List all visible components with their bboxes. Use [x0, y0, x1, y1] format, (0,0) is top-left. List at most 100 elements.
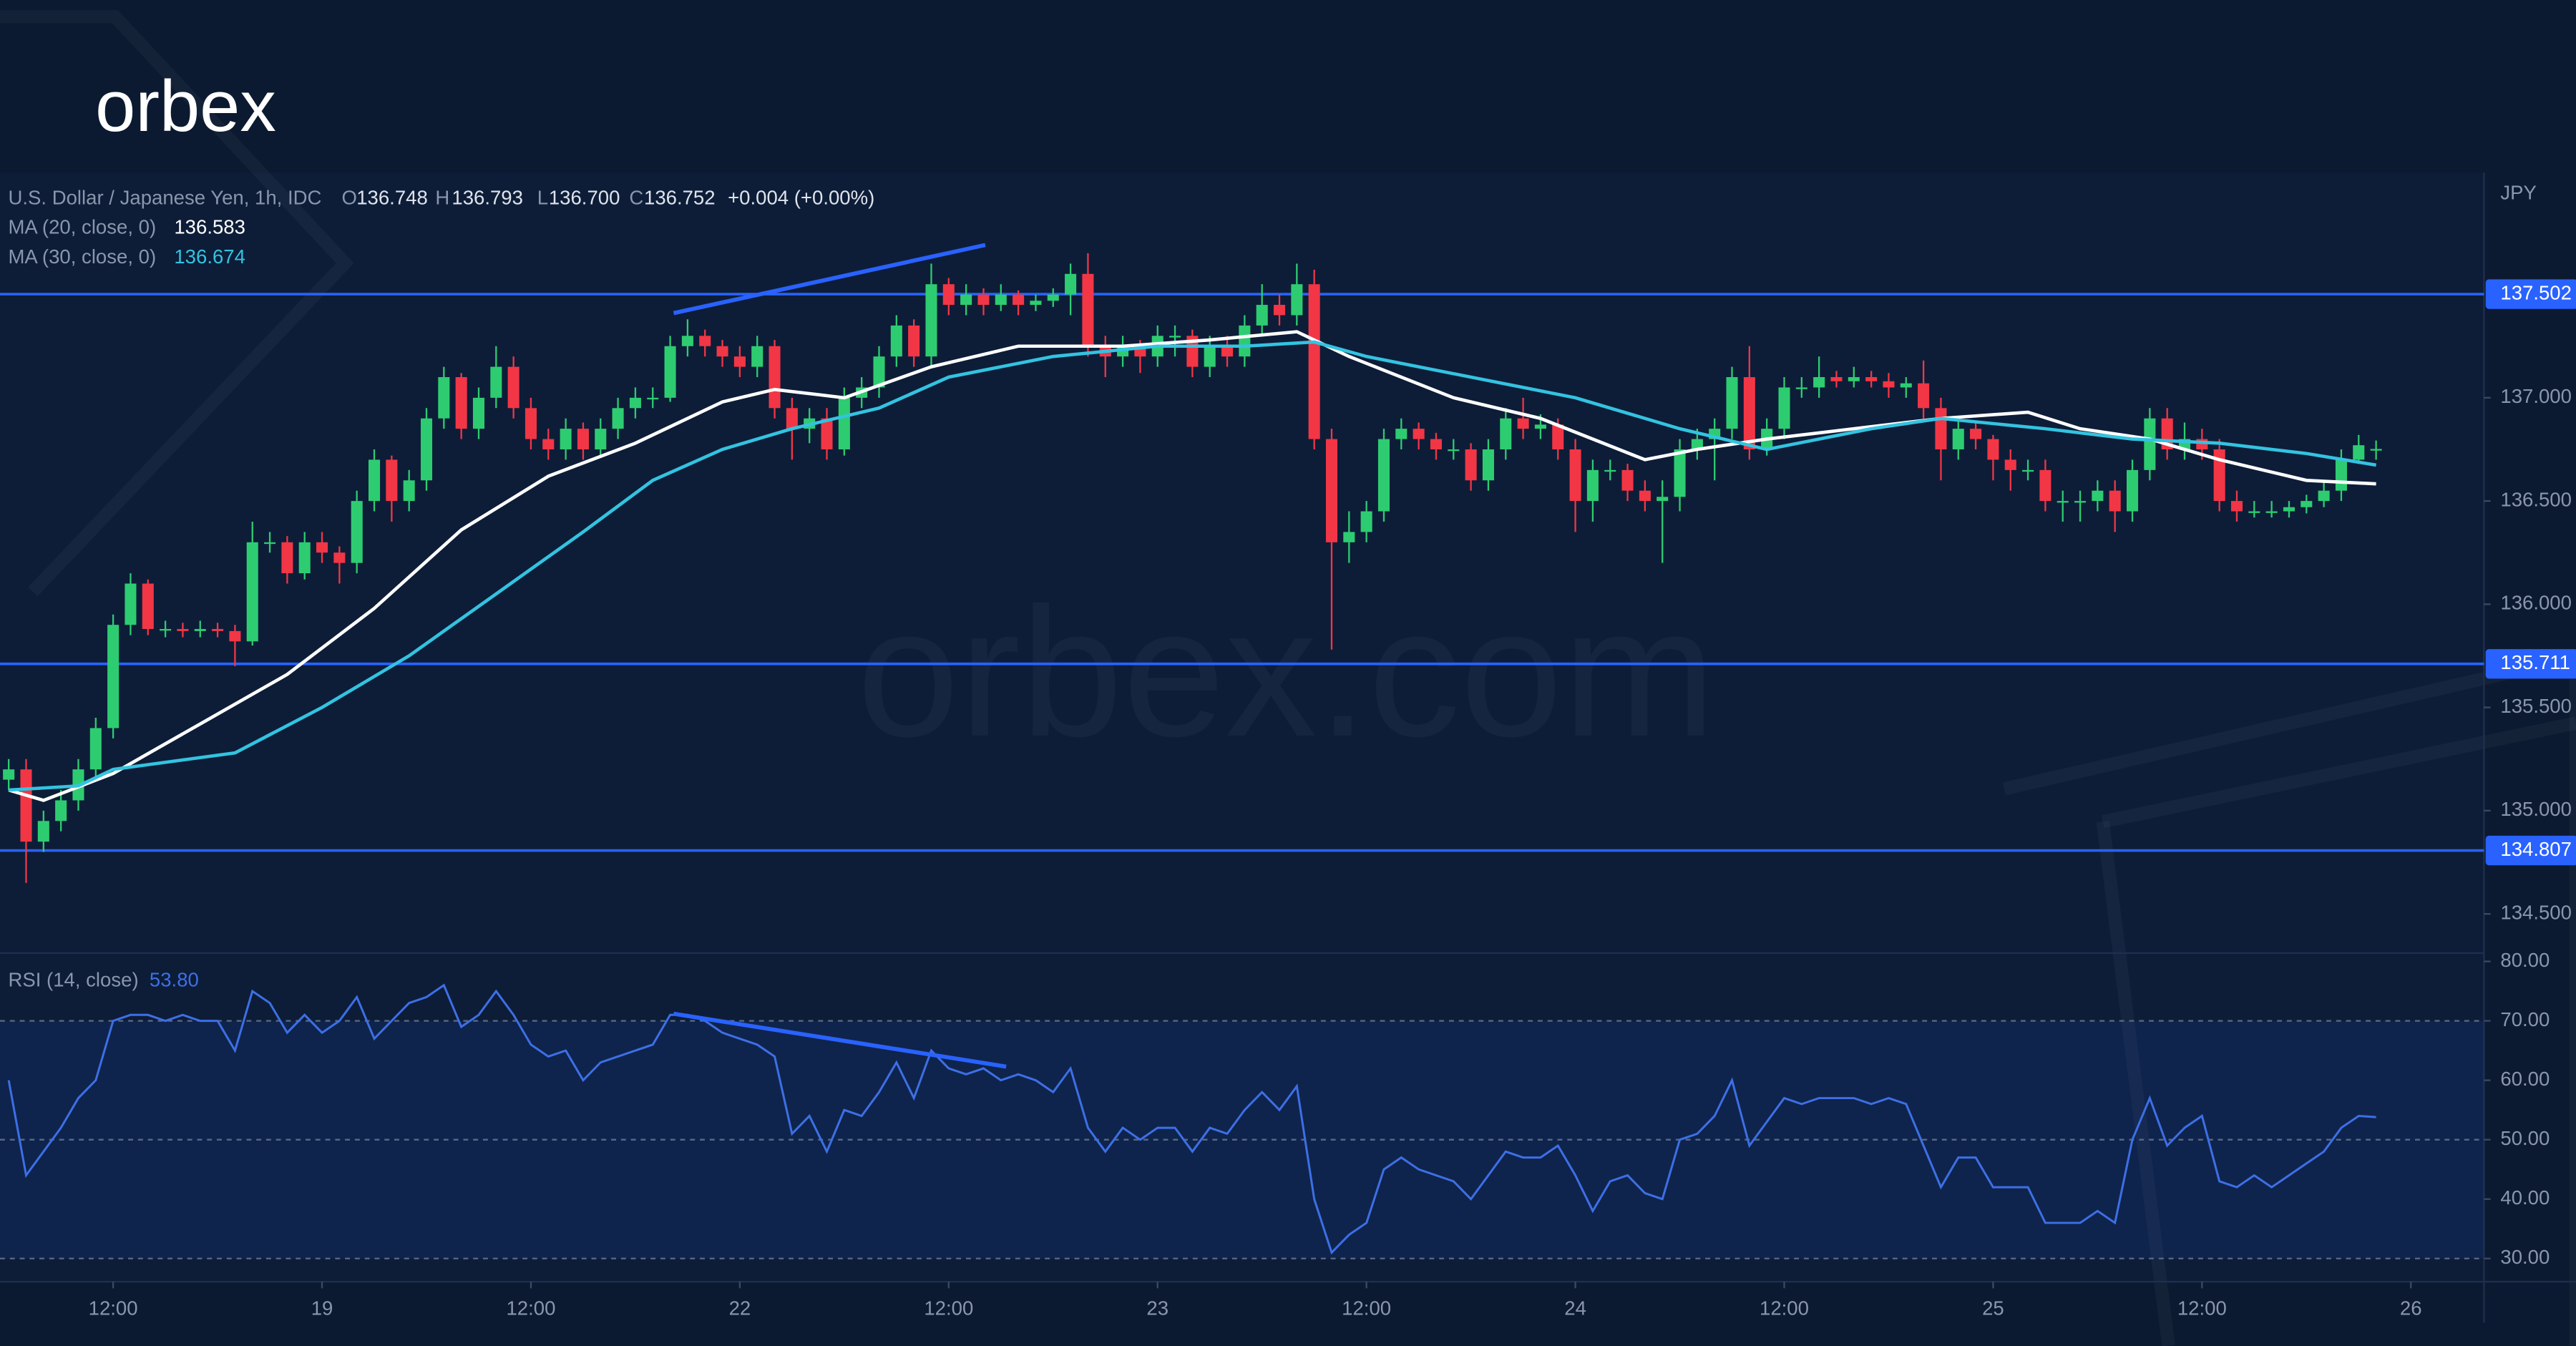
candle-body — [647, 397, 659, 400]
candle-body — [1169, 336, 1181, 338]
candle-body — [1448, 449, 1460, 452]
watermark: orbex.com — [857, 570, 1715, 775]
candle-body — [89, 728, 102, 770]
candle-body — [212, 628, 224, 631]
legend-value: 136.748 — [356, 186, 428, 208]
candle-body — [1343, 532, 1355, 542]
price-label-bg — [2485, 649, 2576, 679]
candle-body — [542, 439, 555, 449]
candle-body — [2353, 445, 2365, 460]
x-tick-label: 23 — [1146, 1297, 1169, 1319]
candle-body — [125, 583, 137, 625]
legend-label: MA (30, close, 0) — [8, 245, 156, 268]
candle-body — [560, 429, 572, 449]
candle-body — [438, 377, 450, 419]
x-tick-label: 12:00 — [506, 1297, 555, 1319]
y-tick-label: 134.500 — [2500, 901, 2572, 923]
candle-body — [1221, 346, 1234, 357]
candle-body — [281, 542, 293, 574]
candle-body — [1918, 383, 1930, 409]
candle-body — [1360, 511, 1372, 532]
candle-body — [2057, 501, 2069, 503]
candle-body — [2004, 459, 2016, 470]
candle-body — [873, 356, 885, 388]
legend-value: 136.793 — [452, 186, 523, 208]
x-tick-label: 22 — [729, 1297, 751, 1319]
y-tick-label: 30.00 — [2500, 1246, 2550, 1268]
candle-body — [1239, 325, 1251, 357]
candle-body — [629, 397, 641, 409]
x-tick-label: 25 — [1982, 1297, 2004, 1319]
candle-body — [37, 821, 49, 842]
candle-body — [1430, 439, 1442, 449]
candle-body — [246, 542, 258, 642]
candle-body — [2127, 469, 2139, 512]
candle-body — [2265, 511, 2278, 513]
y-tick-label: 136.000 — [2500, 592, 2572, 614]
candle-body — [55, 800, 67, 821]
legend-value: 53.80 — [150, 968, 199, 990]
legend-label: L — [537, 186, 548, 208]
candle-body — [1273, 305, 1286, 316]
rsi-line — [7, 983, 2376, 1255]
candle-body — [1308, 284, 1320, 439]
candle-body — [1987, 439, 1999, 460]
candle-body — [1517, 418, 1529, 429]
candle-body — [316, 542, 328, 553]
candle-body — [960, 294, 972, 306]
candle-body — [1586, 469, 1599, 502]
candle-body — [142, 583, 154, 629]
candle-body — [1256, 305, 1268, 326]
candle-body — [403, 480, 415, 502]
candle-body — [1325, 439, 1338, 542]
candle-body — [507, 366, 519, 409]
legend-label: O — [342, 186, 357, 208]
candle-body — [2213, 449, 2225, 502]
x-tick-label: 12:00 — [89, 1297, 138, 1319]
candle-body — [1047, 294, 1059, 301]
candle-body — [2144, 418, 2156, 470]
candle-body — [786, 408, 798, 429]
price-label-bg — [2485, 835, 2576, 866]
candle-body — [664, 346, 676, 398]
x-tick-label: 26 — [2400, 1297, 2422, 1319]
candle-body — [1552, 424, 1564, 449]
y-tick-label: 60.00 — [2500, 1068, 2550, 1090]
y-tick-label: 137.000 — [2500, 385, 2572, 407]
candle-body — [908, 325, 920, 357]
candle-body — [1621, 469, 1634, 491]
y-tick-label: 136.500 — [2500, 488, 2572, 510]
candle-body — [2335, 459, 2347, 491]
price-label: 137.502 — [2500, 281, 2572, 303]
candle-body — [1377, 439, 1390, 512]
candle-body — [351, 501, 363, 563]
candle-body — [1413, 429, 1425, 439]
candle-body — [977, 294, 990, 306]
legend-value: 136.583 — [174, 216, 245, 238]
candle-body — [2230, 501, 2243, 512]
legend-change: +0.004 (+0.00%) — [728, 186, 874, 208]
candle-body — [995, 294, 1007, 306]
candle-body — [1395, 429, 1407, 439]
candle-body — [2074, 501, 2087, 503]
candle-body — [160, 628, 172, 631]
currency: JPY — [2500, 182, 2537, 204]
candle-body — [751, 346, 763, 367]
candle-body — [942, 284, 955, 306]
candle-body — [2248, 511, 2260, 513]
candle-body — [1743, 377, 1755, 449]
candle-body — [733, 356, 746, 367]
candle-body — [1900, 383, 1912, 388]
candle-body — [1639, 490, 1651, 502]
y-tick-label: 70.00 — [2500, 1008, 2550, 1030]
candle-body — [20, 769, 32, 842]
y-tick-label: 135.000 — [2500, 798, 2572, 820]
y-tick-label: 50.00 — [2500, 1127, 2550, 1149]
candle-body — [1291, 284, 1303, 316]
candle-body — [333, 552, 346, 563]
candle-body — [1813, 377, 1825, 388]
candle-body — [2318, 490, 2330, 502]
candle-body — [455, 377, 467, 429]
